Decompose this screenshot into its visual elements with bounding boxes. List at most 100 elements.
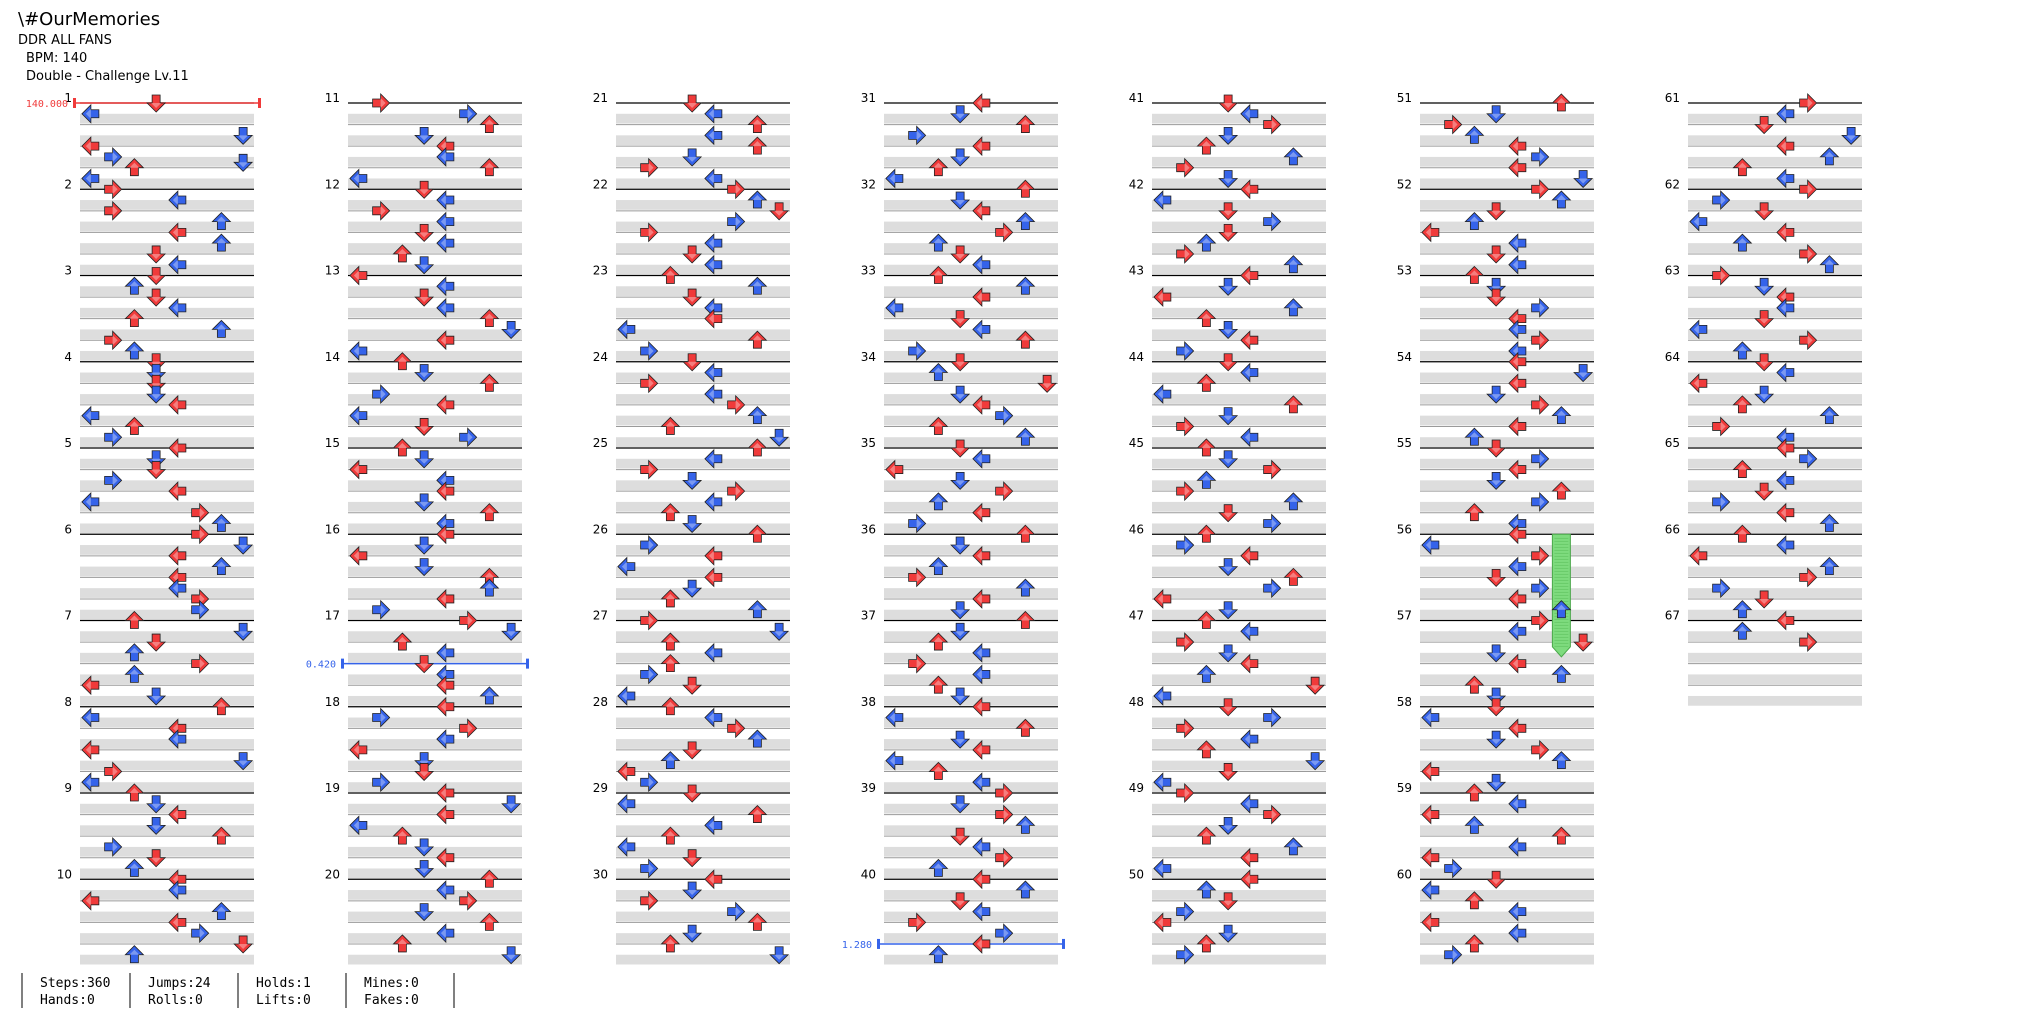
arrow-shape — [908, 653, 927, 674]
arrow-shine — [419, 545, 430, 551]
arrow-shine — [933, 421, 944, 427]
arrow-shine — [648, 345, 654, 356]
arrow-right-icon — [414, 763, 435, 782]
beat-band — [1152, 200, 1326, 210]
arrow-shape — [682, 288, 703, 307]
arrow-shine — [752, 119, 763, 125]
arrow-shape — [640, 222, 659, 243]
arrow-shape — [436, 146, 455, 167]
beat-band — [80, 307, 254, 318]
beat-band — [1420, 135, 1594, 146]
arrow-shine — [1512, 464, 1518, 475]
beat-band — [1420, 264, 1594, 275]
arrow-up-icon — [211, 212, 232, 230]
arrow-up-icon — [1196, 438, 1217, 457]
stat-top: Holds:1 — [256, 976, 311, 991]
arrow-up-icon — [1551, 93, 1572, 112]
arrow-shape — [1153, 588, 1172, 609]
beat-band — [884, 588, 1058, 598]
measure-61: 61 — [1665, 91, 1862, 189]
arrow-left-icon — [1240, 793, 1259, 814]
arrow-right-icon — [1218, 170, 1239, 189]
arrow-shine — [1201, 938, 1212, 944]
arrow-down-icon — [459, 890, 478, 911]
arrow-shape — [459, 890, 478, 911]
arrow-shine — [85, 108, 91, 119]
arrow-down-icon — [908, 513, 927, 534]
arrow-shape — [1240, 265, 1259, 286]
beat-band — [348, 458, 522, 469]
arrow-down-icon — [1176, 481, 1195, 502]
measure-number: 6 — [64, 522, 72, 536]
arrow-shine — [955, 394, 966, 400]
arrow-shine — [976, 777, 982, 788]
arrow-left-icon — [436, 783, 455, 803]
arrow-right-icon — [1218, 892, 1239, 911]
measure-number: 62 — [1665, 177, 1680, 191]
arrow-shape — [1196, 610, 1217, 629]
arrow-left-icon — [617, 793, 636, 814]
beat-band — [884, 501, 1058, 512]
beat-band — [348, 501, 522, 512]
arrow-down-icon — [995, 481, 1014, 502]
arrow-up-icon — [1283, 147, 1304, 166]
arrow-shine — [1425, 712, 1431, 723]
arrow-shine — [955, 836, 966, 842]
beat-band — [348, 717, 522, 728]
arrow-up-icon — [747, 276, 768, 295]
arrow-shine — [976, 669, 982, 680]
arrow-shine — [199, 507, 205, 518]
marker-2: 1.280 — [842, 938, 1065, 951]
arrow-left-icon — [81, 890, 100, 911]
arrow-down-icon — [727, 481, 746, 502]
arrow-shape — [81, 675, 100, 696]
arrow-up-icon — [1551, 600, 1572, 619]
arrow-left-icon — [1153, 384, 1172, 405]
arrow-shine — [129, 615, 140, 621]
arrow-left-icon — [168, 912, 187, 933]
arrow-shine — [1539, 302, 1545, 313]
arrow-shine — [1184, 162, 1190, 173]
arrow-shine — [1469, 270, 1480, 276]
arrow-shape — [1531, 179, 1550, 200]
measure-number: 56 — [1397, 522, 1412, 536]
arrow-shine — [1512, 626, 1518, 637]
arrow-shape — [349, 739, 368, 760]
arrow-left-icon — [1240, 103, 1259, 124]
measure-22: 22 — [593, 177, 790, 275]
beat-band — [348, 221, 522, 232]
arrow-right-icon — [1486, 773, 1507, 792]
arrow-left-icon — [168, 481, 187, 502]
arrow-left-icon — [704, 362, 723, 383]
arrow-right-icon — [1754, 590, 1775, 609]
arrow-shine — [955, 448, 966, 453]
arrow-shape — [950, 730, 971, 749]
arrow-shape — [1508, 653, 1527, 674]
arrow-shape — [1015, 212, 1036, 230]
beat-band — [1420, 329, 1594, 340]
arrow-shine — [440, 647, 446, 658]
arrow-up-icon — [1015, 880, 1036, 899]
beat-band — [1152, 156, 1326, 167]
arrow-right-icon — [1486, 644, 1507, 663]
arrow-shine — [112, 475, 118, 486]
arrow-left-icon — [436, 642, 455, 663]
beat-band — [1688, 501, 1862, 512]
arrow-up-icon — [928, 362, 949, 381]
arrow-shape — [1283, 255, 1304, 274]
arrow-shape — [972, 869, 991, 890]
arrow-shape — [928, 265, 949, 284]
beat-band — [616, 221, 790, 232]
beat-band — [884, 523, 1058, 534]
arrow-shine — [752, 141, 763, 147]
arrow-shape — [640, 535, 659, 555]
arrow-shine — [1157, 593, 1163, 604]
arrow-shine — [238, 162, 249, 168]
arrow-shape — [1263, 459, 1282, 480]
arrow-shine — [419, 566, 430, 572]
arrow-left-icon — [972, 502, 991, 523]
beat-band — [884, 609, 1058, 620]
arrow-up-icon — [1015, 276, 1036, 295]
beat-band — [80, 803, 254, 814]
arrow-shine — [1271, 518, 1277, 529]
